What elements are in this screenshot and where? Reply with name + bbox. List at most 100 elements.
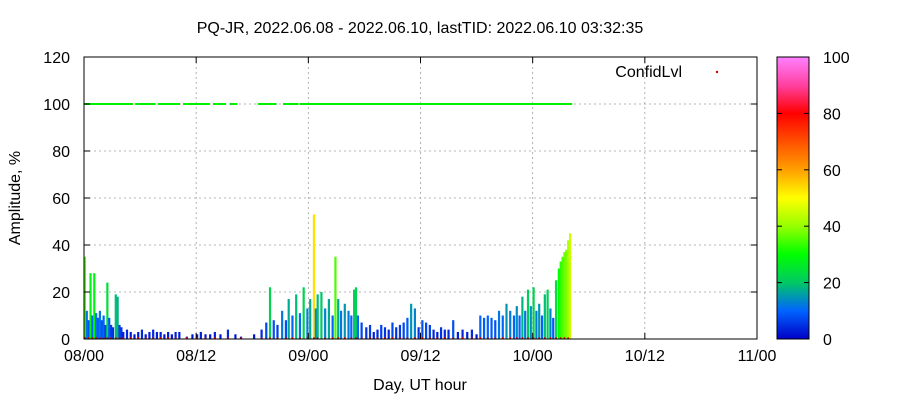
confidlvl-point	[344, 103, 347, 105]
colorbar-tick-label: 20	[823, 276, 841, 293]
confidlvl-point	[335, 103, 338, 105]
confidlvl-point	[340, 103, 343, 105]
amplitude-bar	[526, 289, 530, 339]
confidlvl-point	[283, 103, 286, 105]
confidlvl-point	[422, 103, 425, 105]
colorbar-tick-label: 0	[823, 332, 832, 349]
confidlvl-point	[555, 103, 558, 105]
amplitude-bar	[93, 273, 96, 339]
confidlvl-point	[161, 103, 164, 105]
confidlvl-point	[307, 103, 310, 105]
amplitude-bar	[120, 327, 123, 339]
confidlvl-point	[371, 103, 374, 105]
confidlvl-point	[423, 103, 426, 105]
confidlvl-point	[444, 103, 447, 105]
baseline-point	[87, 337, 90, 339]
confidlvl-point	[341, 103, 344, 105]
amplitude-bar	[356, 315, 359, 339]
amplitude-bar	[497, 310, 501, 339]
amplitude-bar	[353, 289, 356, 339]
confidlvl-point	[321, 103, 324, 105]
confidlvl-point	[409, 103, 412, 105]
confidlvl-point	[370, 103, 373, 105]
baseline-point	[559, 337, 562, 339]
amplitude-bars	[83, 214, 572, 339]
x-tick-label: 09/00	[288, 348, 328, 365]
x-tick-label: 10/12	[625, 348, 665, 365]
confidlvl-point	[145, 103, 148, 105]
confidlvl-point	[566, 103, 569, 105]
confidlvl-point	[419, 103, 422, 105]
confidlvl-point	[479, 103, 482, 105]
confidlvl-point	[364, 103, 367, 105]
confidlvl-point	[361, 103, 364, 105]
confidlvl-point	[138, 103, 141, 105]
confidlvl-point	[378, 103, 381, 105]
colorbar-tick-label: 80	[823, 106, 841, 123]
baseline-point	[369, 337, 371, 339]
amplitude-bar	[563, 252, 566, 339]
amplitude-bar	[337, 299, 340, 339]
confidlvl-point	[187, 103, 190, 105]
confidlvl-point	[115, 103, 118, 105]
legend-label-confidlvl: ConfidLvl	[615, 64, 682, 81]
confidlvl-point	[300, 103, 303, 105]
confidlvl-point	[360, 103, 363, 105]
confidlvl-point	[525, 103, 528, 105]
confidlvl-point	[315, 103, 318, 105]
confidlvl-point	[316, 103, 319, 105]
amplitude-bar	[272, 320, 275, 339]
confidlvl-point	[502, 103, 505, 105]
confidlvl-point	[433, 103, 436, 105]
confidlvl-point	[306, 103, 309, 105]
baseline-point	[527, 337, 529, 339]
confidlvl-point	[412, 103, 415, 105]
colorbar-ticks: 0 20 40 60 80 100	[777, 50, 850, 349]
baseline-point	[494, 337, 497, 339]
baseline-point	[428, 337, 431, 339]
amplitude-bar	[428, 324, 431, 339]
confidlvl-point	[158, 103, 161, 105]
baseline-point	[137, 337, 140, 339]
amplitude-bar	[494, 320, 497, 339]
confidlvl-point	[262, 103, 265, 105]
confidlvl-point	[528, 103, 531, 105]
confidlvl-point	[460, 103, 463, 105]
baseline-point	[313, 337, 315, 339]
confidlvl-point	[199, 103, 202, 105]
confidlvl-point	[162, 103, 165, 105]
amplitude-bar	[568, 233, 572, 339]
confidlvl-point	[197, 103, 200, 105]
confidlvl-point	[391, 103, 394, 105]
confidlvl-point	[424, 103, 427, 105]
amplitude-bar	[554, 280, 558, 339]
amplitude-bar	[213, 331, 216, 339]
confidlvl-point	[510, 103, 513, 105]
confidlvl-point	[204, 103, 207, 105]
amplitude-bar	[85, 310, 88, 339]
amplitude-bar	[199, 331, 202, 339]
confidlvl-point	[438, 103, 441, 105]
confidlvl-point	[549, 103, 552, 105]
confidlvl-point	[403, 103, 406, 105]
confidlvl-point	[168, 103, 171, 105]
confidlvl-point	[218, 103, 221, 105]
amplitude-bar	[108, 317, 111, 339]
amplitude-bar	[253, 334, 256, 339]
confidlvl-point	[366, 103, 369, 105]
amplitude-bar	[398, 324, 402, 339]
confidlvl-point	[399, 103, 402, 105]
confidlvl-point	[511, 103, 514, 105]
baseline-point	[110, 337, 113, 339]
confidlvl-point	[539, 103, 542, 105]
confidlvl-point	[450, 103, 453, 105]
colorbar-tick-label: 60	[823, 163, 841, 180]
amplitude-bar	[387, 329, 390, 339]
confidlvl-point	[463, 103, 466, 105]
baseline-point	[343, 337, 346, 339]
confidlvl-point	[304, 103, 307, 105]
amplitude-bar	[479, 315, 482, 339]
amplitude-bar	[167, 331, 170, 339]
confidlvl-point	[380, 103, 383, 105]
confidlvl-point	[299, 103, 302, 105]
